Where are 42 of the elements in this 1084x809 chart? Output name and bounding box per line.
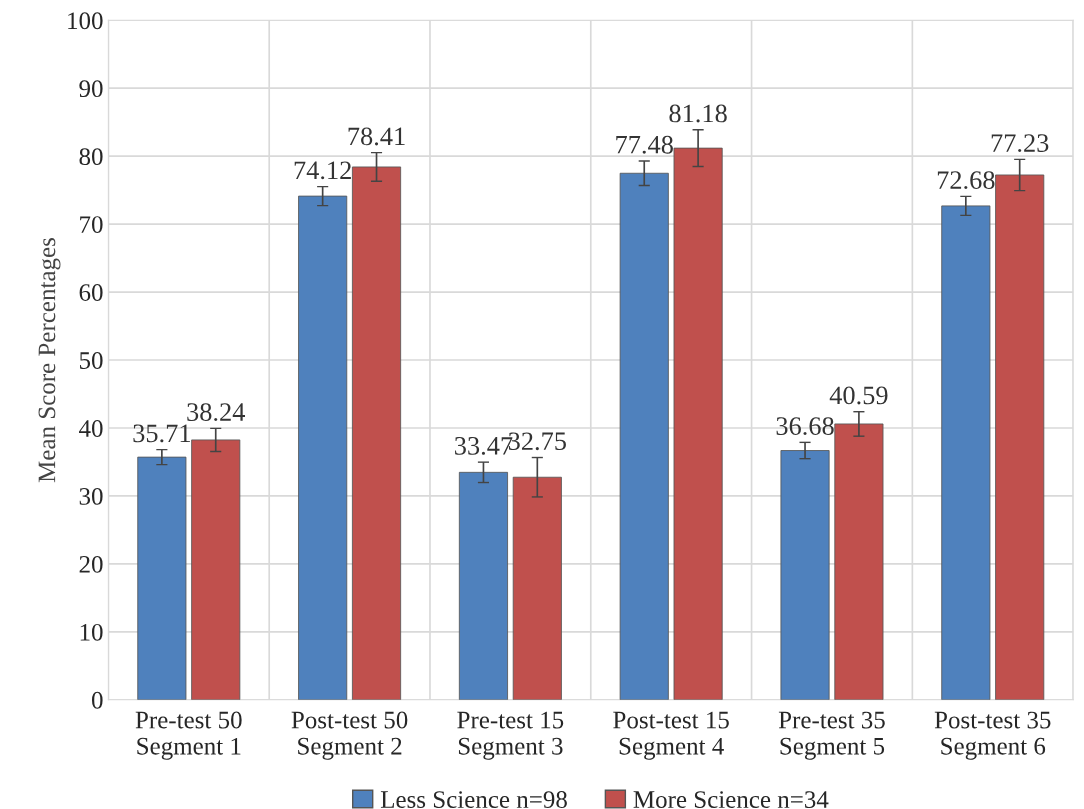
y-tick-label: 20 [79, 555, 103, 573]
bar [137, 456, 187, 700]
data-label: 36.68 [776, 417, 834, 436]
bar [191, 439, 241, 700]
y-tick-label: 30 [79, 487, 103, 505]
legend-label: More Science n=34 [633, 791, 829, 808]
bar [673, 147, 723, 700]
y-tick-label: 70 [80, 216, 103, 234]
bar [458, 471, 508, 700]
data-label: 74.12 [294, 161, 351, 180]
x-tick-label: Post-test 15 Segment 4 [613, 711, 729, 760]
y-tick-label: 50 [79, 352, 103, 369]
y-tick-label: 10 [80, 623, 103, 641]
y-axis-title: Mean Score Percentages [38, 238, 61, 483]
x-tick-label: Post-test 50 Segment 2 [291, 711, 408, 760]
bar [619, 172, 669, 700]
data-label: 77.23 [991, 134, 1049, 153]
data-label: 35.71 [133, 424, 190, 443]
data-label: 40.59 [829, 386, 888, 405]
data-label: 81.18 [669, 104, 727, 123]
x-tick-label: Pre-test 15 Segment 3 [457, 711, 564, 760]
bar [941, 205, 991, 700]
x-tick-label: Pre-test 35 Segment 5 [778, 711, 885, 760]
bar [834, 423, 884, 700]
y-tick-label: 60 [79, 284, 103, 301]
y-tick-label: 80 [79, 148, 103, 166]
x-tick-label: Pre-test 50 Segment 1 [135, 711, 242, 760]
y-tick-label: 0 [91, 691, 103, 709]
data-label: 78.41 [348, 127, 405, 146]
bar [351, 166, 402, 700]
y-tick-label: 40 [79, 420, 103, 437]
data-label: 38.24 [187, 403, 245, 422]
bar [780, 450, 830, 700]
data-label: 77.48 [616, 135, 673, 154]
x-tick-label: Post-test 35 Segment 6 [934, 711, 1051, 760]
bar [995, 174, 1045, 700]
y-tick-label: 100 [68, 12, 103, 30]
bar [512, 476, 562, 700]
legend-label: Less Science n=98 [380, 791, 567, 808]
y-tick-label: 90 [79, 80, 103, 98]
data-label: 72.68 [937, 171, 995, 190]
bar [298, 195, 348, 700]
